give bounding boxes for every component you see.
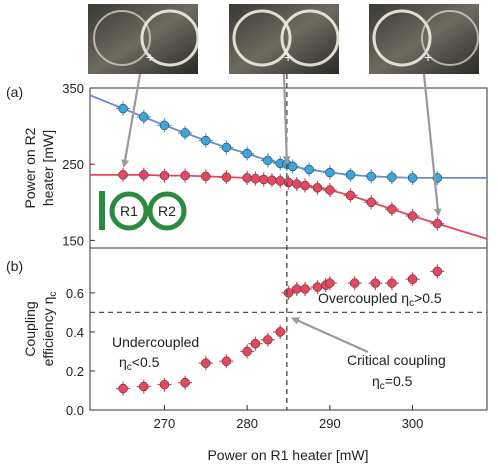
a-point-r2-red	[432, 219, 442, 229]
a-point-r2-blue	[242, 148, 252, 159]
svg-text:+: +	[424, 49, 432, 65]
a-point-r2-red	[387, 204, 397, 214]
arrow-photo2	[282, 73, 291, 165]
b-point	[325, 278, 335, 288]
a-point-r2-red	[118, 170, 128, 180]
a-point-r2-red	[283, 177, 294, 188]
b-point	[292, 284, 302, 294]
b-point	[350, 278, 360, 288]
b-point	[201, 358, 211, 368]
b-point	[408, 274, 418, 284]
a-ytick-label: 250	[62, 157, 84, 172]
b-point	[250, 339, 260, 349]
ring-label-r2: R2	[158, 203, 176, 219]
a-point-r2-red	[300, 180, 310, 191]
b-point	[275, 327, 285, 337]
arrow-photo1	[121, 73, 142, 168]
a-point-r2-red	[250, 174, 260, 184]
svg-text:+: +	[146, 49, 154, 65]
b-point	[387, 278, 397, 288]
b-ytick-label: 0.0	[66, 403, 84, 418]
a-point-r2-red	[159, 171, 169, 181]
a-point-r2-blue	[366, 171, 376, 181]
a-point-r2-red	[312, 183, 323, 193]
annotation-undercoupled-2: ηc<0.5	[119, 354, 160, 373]
a-point-r2-blue	[408, 173, 418, 183]
ring-inset: R1 R2	[99, 191, 187, 231]
b-point	[159, 380, 169, 390]
b-ylabel-line1: Coupling	[22, 301, 38, 356]
a-point-r2-red	[259, 174, 269, 184]
arrow-photo3	[422, 73, 442, 217]
a-point-r2-blue	[221, 142, 232, 152]
x-axis-label: Power on R1 heater [mW]	[207, 447, 368, 463]
b-point	[221, 356, 232, 366]
b-point	[370, 278, 380, 288]
a-ylabel-line1: Power on R2	[22, 127, 38, 208]
x-tick-label: 290	[319, 416, 341, 431]
a-ytick-label: 350	[62, 81, 84, 96]
a-point-r2-red	[345, 190, 356, 200]
a-point-r2-red	[325, 185, 335, 195]
ring-label-r1: R1	[120, 203, 138, 219]
a-point-r2-blue	[325, 168, 335, 178]
b-point	[283, 288, 294, 298]
a-point-r2-red	[201, 171, 211, 181]
a-point-r2-blue	[201, 136, 211, 146]
a-point-r2-red	[408, 211, 418, 221]
arrow-critical	[291, 317, 369, 354]
a-point-r2-red	[180, 171, 190, 181]
micrograph-photo-2: +	[229, 4, 340, 74]
a-point-r2-blue	[159, 120, 169, 130]
a-point-r2-blue	[263, 155, 273, 165]
a-point-r2-blue	[288, 161, 298, 172]
annotation-critical-1: Critical coupling	[347, 352, 446, 368]
a-point-r2-red	[242, 173, 252, 183]
a-point-r2-red	[275, 176, 285, 186]
b-point	[263, 335, 273, 345]
b-point	[432, 266, 442, 276]
a-point-r2-red	[139, 170, 149, 180]
a-ytick-label: 150	[62, 233, 84, 248]
a-point-r2-blue	[304, 164, 314, 175]
x-tick-label: 300	[402, 416, 424, 431]
x-tick-label: 270	[154, 416, 176, 431]
b-point	[242, 346, 252, 357]
a-point-r2-blue	[345, 170, 356, 180]
a-point-r2-red	[292, 179, 302, 189]
b-ytick-label: 0.2	[66, 364, 84, 379]
a-point-r2-blue	[180, 128, 190, 138]
panel-label-a: (a)	[6, 84, 23, 100]
panel-b-frame	[89, 247, 488, 411]
annotation-undercoupled-1: Undercoupled	[112, 334, 199, 350]
b-point	[139, 382, 149, 392]
a-point-r2-blue	[387, 172, 397, 182]
panel-label-b: (b)	[6, 258, 23, 274]
b-ytick-label: 0.4	[66, 325, 84, 340]
svg-text:+: +	[284, 49, 292, 65]
annotation-critical-2: ηc=0.5	[372, 373, 413, 392]
b-point	[300, 284, 310, 294]
a-point-r2-red	[366, 197, 376, 207]
micrograph-photo-3: +	[369, 4, 479, 74]
b-ytick-label: 0.6	[66, 286, 84, 301]
a-point-r2-blue	[139, 112, 149, 122]
a-point-r2-red	[221, 172, 232, 182]
a-point-r2-red	[267, 175, 277, 185]
a-ylabel-line2: heater [mW]	[40, 130, 56, 206]
b-point	[180, 378, 190, 388]
b-point	[118, 383, 128, 394]
micrograph-photo-1: +	[88, 4, 200, 74]
x-tick-label: 280	[236, 416, 258, 431]
a-point-r2-blue	[118, 104, 128, 114]
b-ylabel-line2: efficiency ηc	[40, 292, 59, 367]
annotation-overcoupled: Overcoupled ηc>0.5	[318, 290, 442, 309]
